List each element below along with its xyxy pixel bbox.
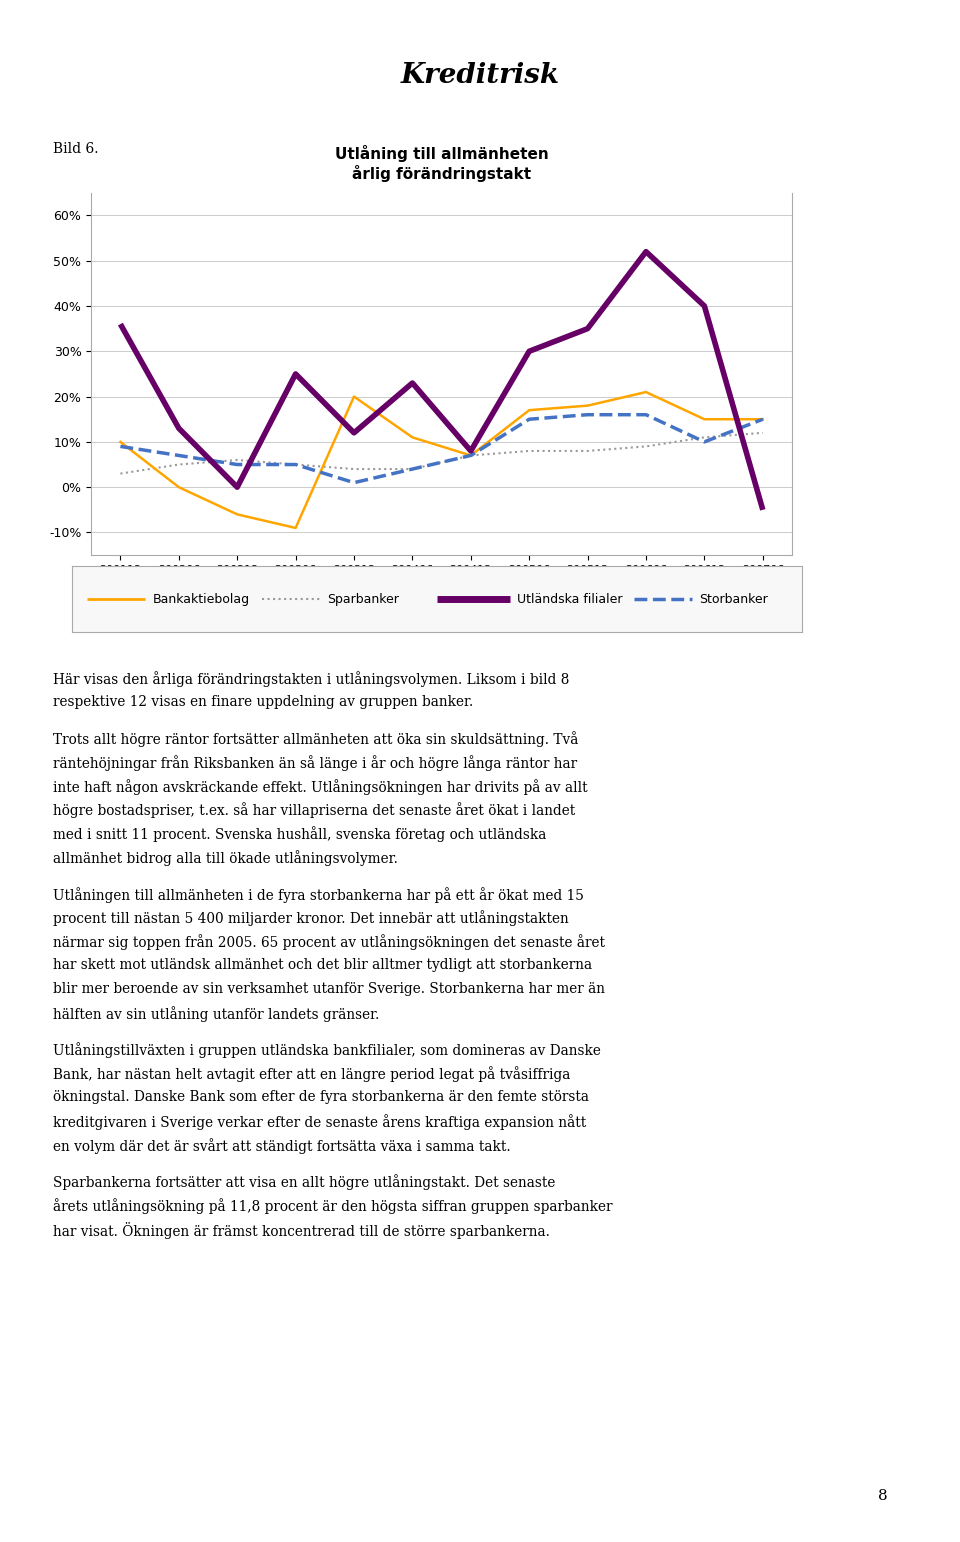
Text: inte haft någon avskräckande effekt. Utlåningsökningen har drivits på av allt: inte haft någon avskräckande effekt. Utl… [53, 779, 588, 794]
Text: respektive 12 visas en finare uppdelning av gruppen banker.: respektive 12 visas en finare uppdelning… [53, 694, 473, 709]
Text: blir mer beroende av sin verksamhet utanför Sverige. Storbankerna har mer än: blir mer beroende av sin verksamhet utan… [53, 982, 605, 996]
Text: procent till nästan 5 400 miljarder kronor. Det innebär att utlåningstakten: procent till nästan 5 400 miljarder kron… [53, 910, 568, 927]
Text: Här visas den årliga förändringstakten i utlåningsvolymen. Liksom i bild 8: Här visas den årliga förändringstakten i… [53, 671, 569, 686]
Text: har skett mot utländsk allmänhet och det blir alltmer tydligt att storbankerna: har skett mot utländsk allmänhet och det… [53, 959, 592, 973]
Text: Bild 6.: Bild 6. [53, 142, 98, 156]
Text: närmar sig toppen från 2005. 65 procent av utlåningsökningen det senaste året: närmar sig toppen från 2005. 65 procent … [53, 934, 605, 950]
Text: Kreditrisk: Kreditrisk [400, 62, 560, 89]
Text: Bank, har nästan helt avtagit efter att en längre period legat på tvåsiffriga: Bank, har nästan helt avtagit efter att … [53, 1067, 570, 1082]
Text: högre bostadspriser, t.ex. så har villapriserna det senaste året ökat i landet: högre bostadspriser, t.ex. så har villap… [53, 802, 575, 819]
Text: Utlåningen till allmänheten i de fyra storbankerna har på ett år ökat med 15: Utlåningen till allmänheten i de fyra st… [53, 887, 584, 902]
Text: med i snitt 11 procent. Svenska hushåll, svenska företag och utländska: med i snitt 11 procent. Svenska hushåll,… [53, 827, 546, 842]
Text: har visat. Ökningen är främst koncentrerad till de större sparbankerna.: har visat. Ökningen är främst koncentrer… [53, 1223, 550, 1240]
Text: ökningstal. Danske Bank som efter de fyra storbankerna är den femte största: ökningstal. Danske Bank som efter de fyr… [53, 1090, 588, 1104]
Text: en volym där det är svårt att ständigt fortsätta växa i samma takt.: en volym där det är svårt att ständigt f… [53, 1138, 511, 1153]
Text: årets utlåningsökning på 11,8 procent är den högsta siffran gruppen sparbanker: årets utlåningsökning på 11,8 procent är… [53, 1198, 612, 1214]
Text: Utlåningstillväxten i gruppen utländska bankfilialer, som domineras av Danske: Utlåningstillväxten i gruppen utländska … [53, 1042, 601, 1058]
Text: kreditgivaren i Sverige verkar efter de senaste årens kraftiga expansion nått: kreditgivaren i Sverige verkar efter de … [53, 1115, 586, 1130]
Title: Utlåning till allmänheten
årlig förändringstakt: Utlåning till allmänheten årlig förändri… [335, 145, 548, 182]
Text: hälften av sin utlåning utanför landets gränser.: hälften av sin utlåning utanför landets … [53, 1007, 379, 1022]
Text: Trots allt högre räntor fortsätter allmänheten att öka sin skuldsättning. Två: Trots allt högre räntor fortsätter allmä… [53, 731, 578, 746]
Text: Bankaktiebolag: Bankaktiebolag [153, 592, 250, 606]
Text: Storbanker: Storbanker [700, 592, 768, 606]
Text: allmänhet bidrog alla till ökade utlåningsvolymer.: allmänhet bidrog alla till ökade utlånin… [53, 851, 397, 867]
Text: Utländska filialer: Utländska filialer [517, 592, 622, 606]
Text: 8: 8 [878, 1490, 888, 1503]
Text: Sparbanker: Sparbanker [327, 592, 399, 606]
Text: räntehöjningar från Riksbanken än så länge i år och högre långa räntor har: räntehöjningar från Riksbanken än så län… [53, 754, 577, 771]
Text: Sparbankerna fortsätter att visa en allt högre utlåningstakt. Det senaste: Sparbankerna fortsätter att visa en allt… [53, 1175, 555, 1190]
